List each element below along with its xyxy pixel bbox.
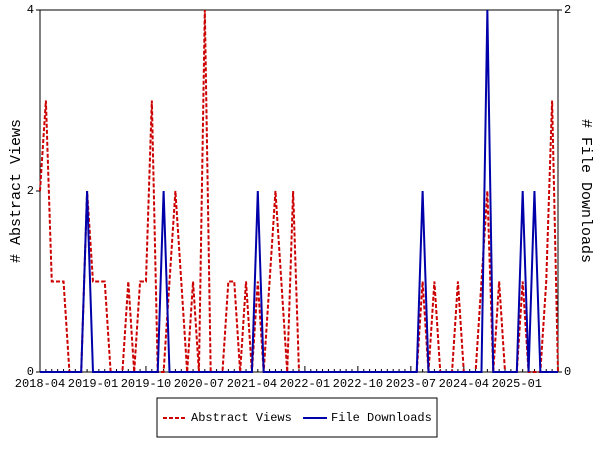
series-line xyxy=(39,9,559,373)
legend-label: Abstract Views xyxy=(191,411,292,425)
x-tick-label: 2023-07 xyxy=(386,377,436,391)
legend-label: File Downloads xyxy=(331,411,432,425)
y2-axis-label: # File Downloads xyxy=(577,119,594,263)
x-tick-label: 2021-04 xyxy=(227,377,277,391)
legend xyxy=(156,397,438,438)
x-tick-label: 2022-10 xyxy=(333,377,383,391)
x-tick-label: 2018-04 xyxy=(15,377,65,391)
x-tick-label: 2019-10 xyxy=(121,377,171,391)
y2-tick-label: 0 xyxy=(564,365,571,379)
plot-frame xyxy=(39,9,559,373)
y-tick-label: 2 xyxy=(27,184,34,198)
y-tick-label: 4 xyxy=(27,3,34,17)
series-line xyxy=(40,9,558,373)
x-tick-label: 2025-01 xyxy=(492,377,542,391)
x-tick-label: 2022-01 xyxy=(280,377,330,391)
y2-tick-label: 2 xyxy=(564,3,571,17)
x-tick-label: 2019-01 xyxy=(68,377,118,391)
y-tick-label: 0 xyxy=(27,365,34,379)
y-axis-label: # Abstract Views xyxy=(8,119,25,263)
x-tick-label: 2020-07 xyxy=(174,377,224,391)
x-tick-label: 2024-04 xyxy=(439,377,489,391)
